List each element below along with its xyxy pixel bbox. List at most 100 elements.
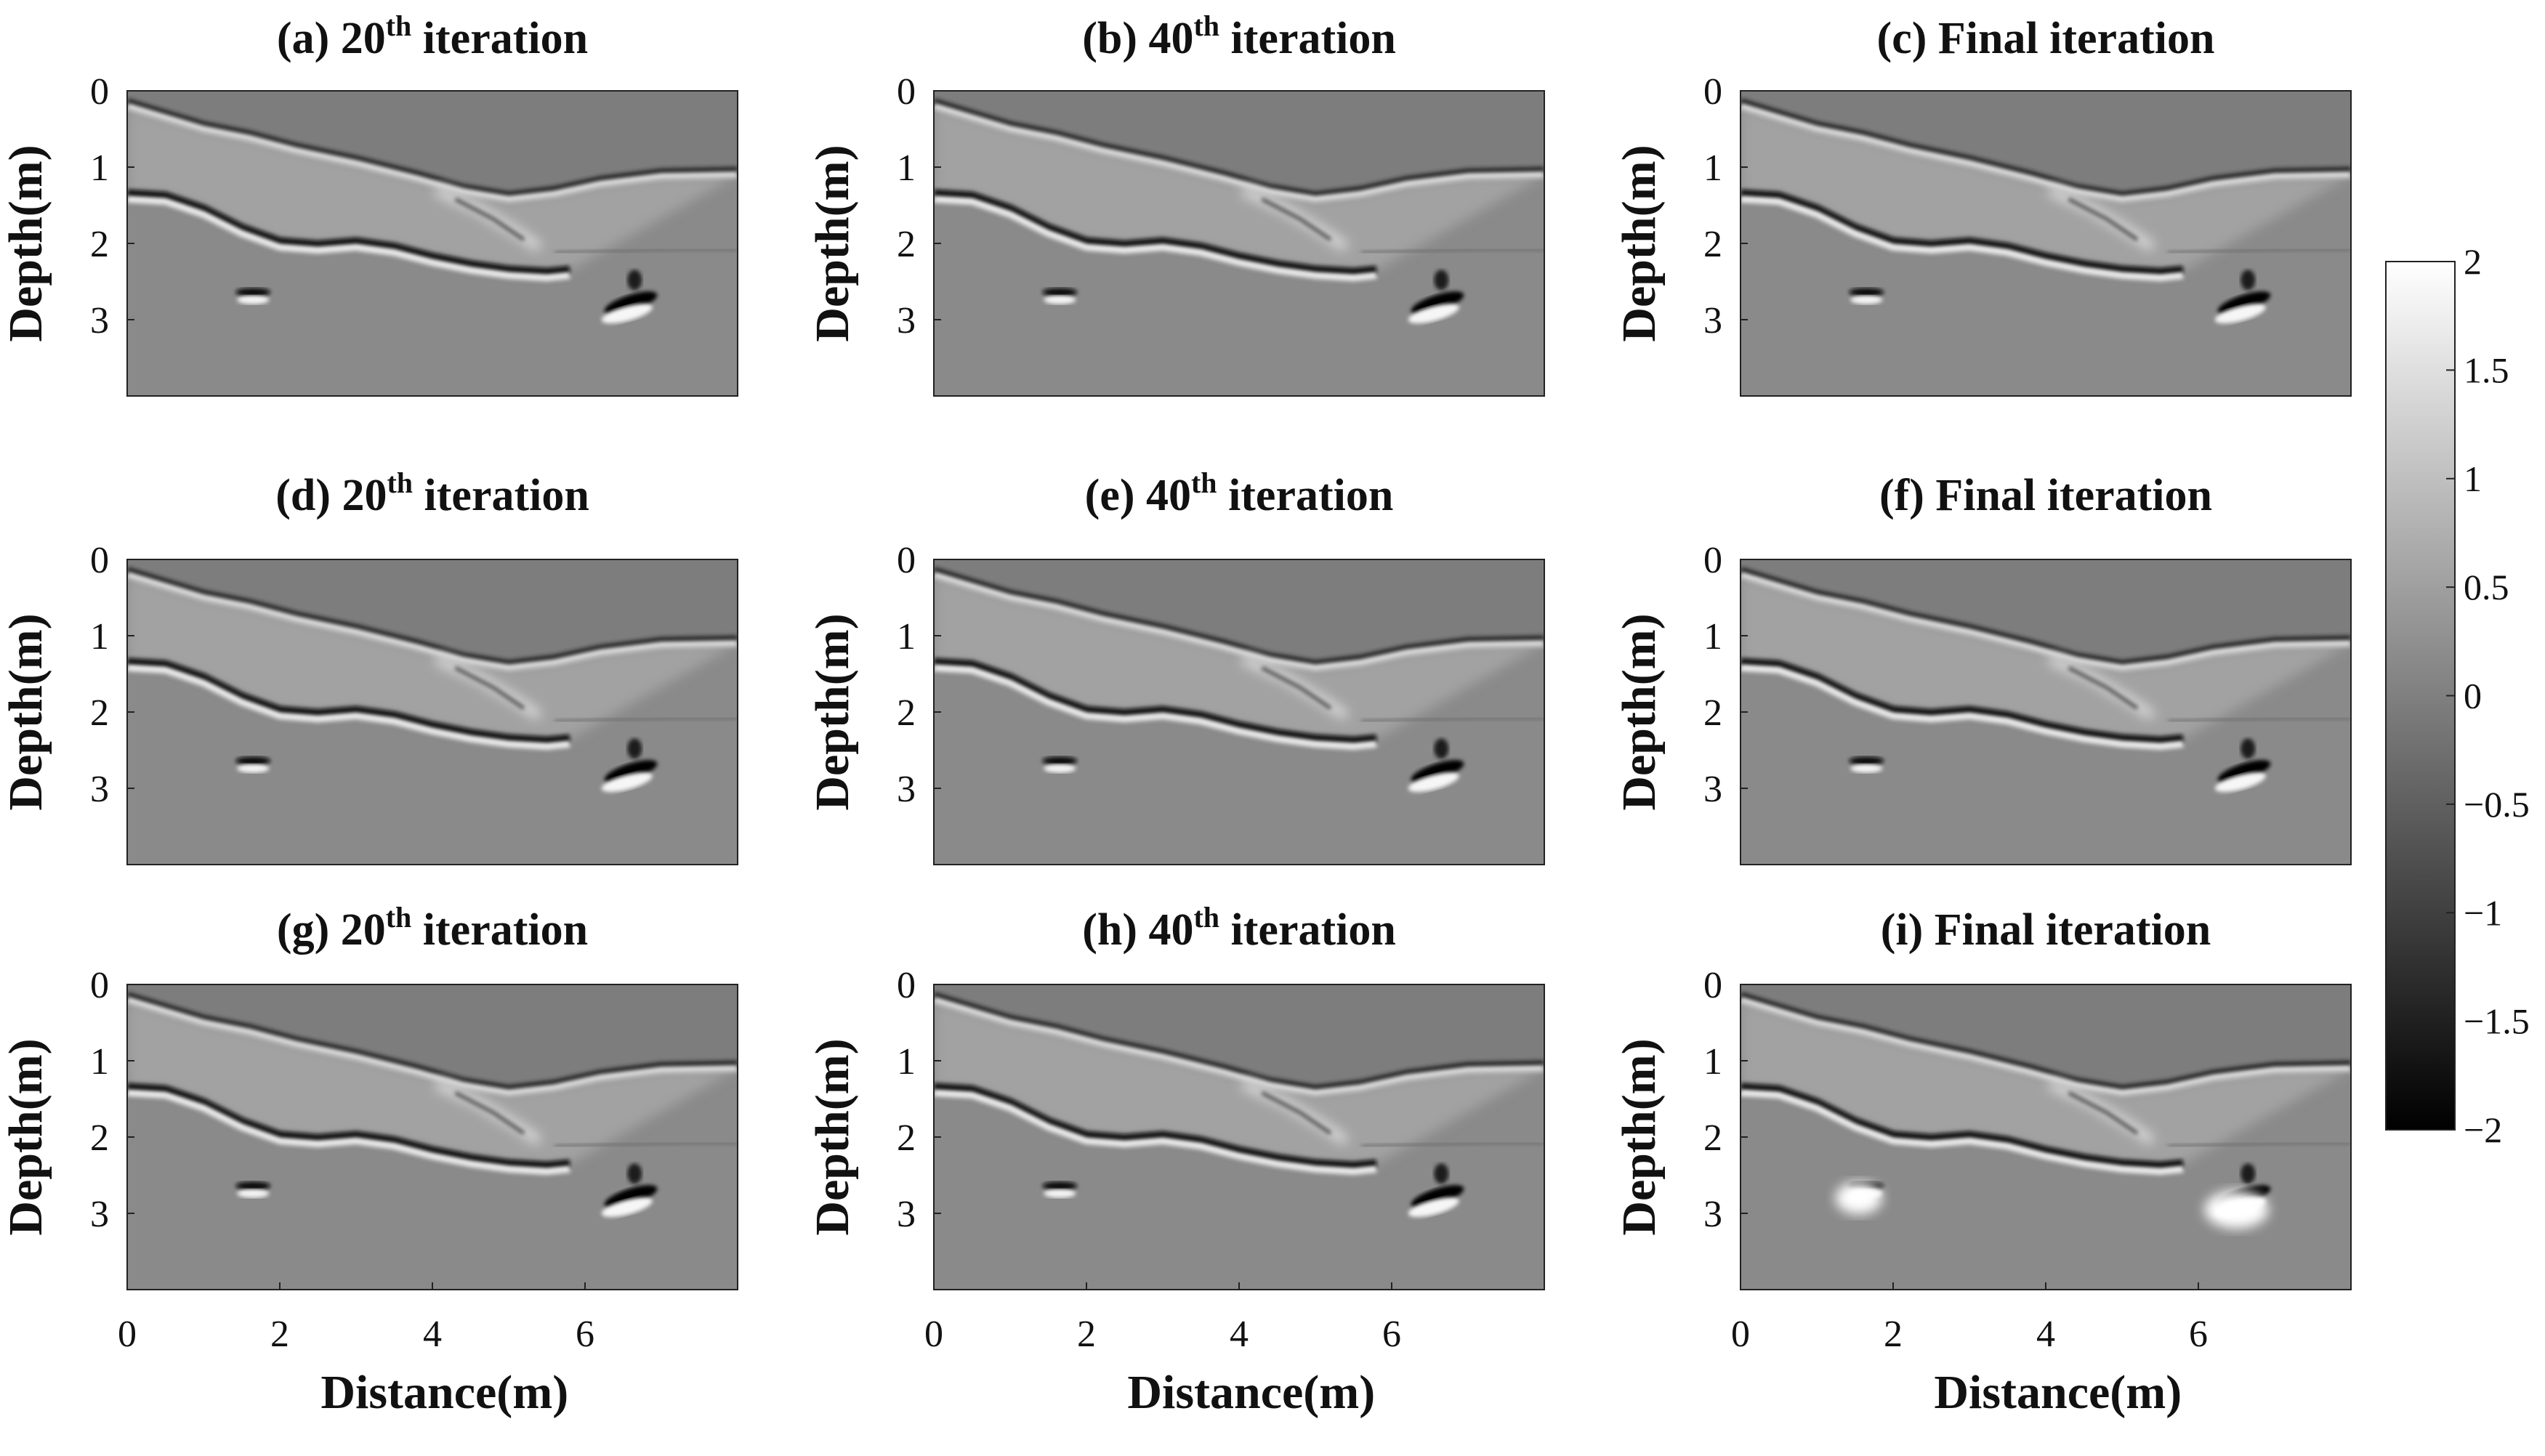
scatterer-right-bright (601, 304, 653, 324)
reflector-1-dark (1741, 567, 2351, 668)
migration-image (127, 91, 738, 396)
scatterer-right-dark (1411, 291, 1464, 315)
deep-reflector (1360, 1141, 1544, 1148)
ytick-label: 0 (90, 965, 109, 1006)
colorbar-tick-label: −0.5 (2464, 784, 2530, 825)
scatterer-right-bright (1408, 304, 1459, 324)
scatterer-right-top (1434, 1163, 1449, 1184)
xtick-label: 6 (2189, 1314, 2208, 1355)
scatterer-right-top (1434, 270, 1449, 291)
ytick-label: 2 (897, 692, 916, 734)
reflector-1-bright (127, 571, 738, 671)
ytick-label: 0 (897, 540, 916, 581)
ytick-label: 3 (897, 300, 916, 341)
reflector-2-dark (934, 658, 1377, 745)
ytick-label: 0 (1703, 540, 1722, 581)
panel-title: (e) 40th iteration (1085, 466, 1394, 520)
x-axis-label: Distance(m) (1127, 1366, 1375, 1419)
upper-layer (934, 559, 1544, 668)
reflector-2-bright (127, 1089, 570, 1175)
ytick-label: 0 (90, 71, 109, 113)
scatterer-right-top (627, 738, 642, 759)
fault-inner (1261, 197, 1332, 241)
reflector-1-bright (934, 571, 1544, 671)
y-axis-label: Depth(m) (806, 145, 859, 341)
scatterer-left-dark (1042, 1181, 1078, 1191)
xtick-label: 2 (1077, 1314, 1096, 1355)
scatterer-left-dark (235, 756, 271, 766)
deep-reflector (2167, 248, 2351, 254)
migration-image (1741, 984, 2351, 1290)
fault-inner (2068, 197, 2139, 241)
ytick-label: 2 (1703, 692, 1722, 734)
panel-title: (h) 40th iteration (1082, 901, 1396, 955)
scatterer-right-dark (2217, 291, 2271, 315)
upper-layer (1741, 984, 2351, 1093)
scatterer-right-bright (1408, 772, 1459, 793)
ytick-label: 1 (90, 616, 109, 658)
reflector-1-bright (1741, 996, 2351, 1096)
xtick-label: 6 (576, 1314, 594, 1355)
scatterer-left-bright (1850, 764, 1883, 773)
reflector-2-bright (1741, 664, 2184, 750)
scatterer-right-dark (1411, 1185, 1464, 1208)
colorbar-tick-label: 1.5 (2464, 349, 2509, 390)
fault-inner (1261, 1091, 1332, 1135)
migration-image (934, 984, 1544, 1290)
scatterer-left-bright (237, 1189, 270, 1198)
migration-image (127, 559, 738, 865)
reflector-2-dark (127, 189, 570, 277)
colorbar: 2 1.5 1 0.5 0 −0.5 −1 −1.5 −2 (2385, 241, 2530, 1150)
ytick-label: 2 (1703, 224, 1722, 265)
colorbar-tick-label: −1.5 (2464, 1001, 2530, 1042)
panel-title: (g) 20th iteration (277, 901, 588, 955)
ytick-label: 2 (90, 692, 109, 734)
x-axis-label: Distance(m) (1934, 1366, 2182, 1419)
reflector-2-dark (934, 189, 1377, 277)
reflector-1-dark (934, 567, 1544, 668)
deep-reflector (2167, 1141, 2351, 1148)
deep-reflector (1360, 716, 1544, 723)
reflector-2-dark (127, 1083, 570, 1170)
deep-reflector (2167, 716, 2351, 723)
scatterer-left-dark (1849, 288, 1884, 297)
panel-d: 0 1 2 3 Depth(m) (d) 20th iteration (0, 466, 738, 865)
scatterer-left-dark (235, 1181, 271, 1191)
scatterer-left-dark (1042, 756, 1078, 766)
panels-layer: 0 1 2 3 Depth(m) (a) 20th iteration 0 1 2 3 Depth(… (0, 9, 2352, 1419)
scatterer-right-halo (2204, 1190, 2269, 1229)
ytick-label: 2 (897, 224, 916, 265)
panel-title: (a) 20th iteration (277, 9, 588, 63)
y-axis-label: Depth(m) (806, 1038, 859, 1235)
scatterer-right-bright (601, 1197, 653, 1218)
reflector-1-dark (127, 98, 738, 200)
reflector-2-dark (1741, 189, 2184, 277)
deep-reflector (554, 716, 738, 723)
ytick-label: 1 (1703, 147, 1722, 189)
reflector-2-dark (127, 658, 570, 745)
scatterer-left-dark (1042, 288, 1078, 297)
colorbar-gradient (2385, 261, 2456, 1131)
x-axis-label: Distance(m) (320, 1366, 568, 1419)
upper-layer (1741, 559, 2351, 668)
scatterer-right-dark (604, 760, 658, 783)
ytick-label: 3 (897, 1194, 916, 1235)
upper-layer (934, 984, 1544, 1093)
reflector-1-dark (934, 98, 1544, 200)
xtick-label: 0 (1731, 1314, 1750, 1355)
scatterer-right-dark (604, 1185, 658, 1208)
fault-inner (454, 666, 525, 710)
y-axis-label: Depth(m) (0, 1038, 52, 1235)
scatterer-left-bright (1850, 295, 1883, 304)
ytick-label: 3 (90, 1194, 109, 1235)
xtick-label: 0 (924, 1314, 943, 1355)
ytick-label: 3 (1703, 1194, 1722, 1235)
reflector-2-bright (1741, 1089, 2184, 1175)
migration-image (1741, 91, 2351, 396)
upper-layer (1741, 91, 2351, 200)
colorbar-tick-label: 0.5 (2464, 567, 2509, 607)
reflector-1-bright (127, 102, 738, 203)
scatterer-right-bright (2214, 304, 2266, 324)
